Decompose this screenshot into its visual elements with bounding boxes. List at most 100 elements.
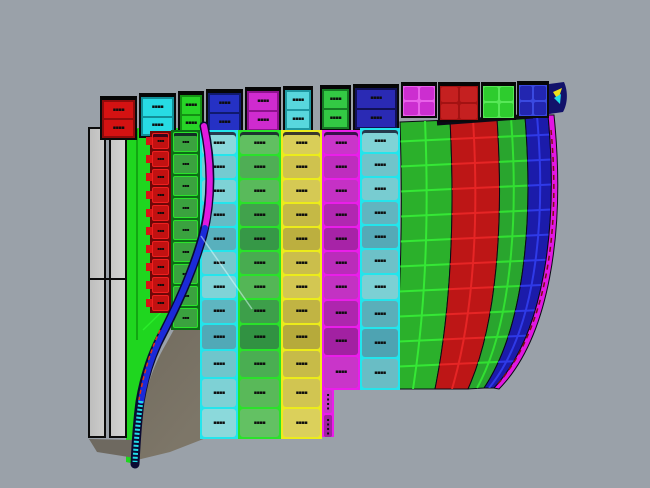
panel-cell[interactable]: ▪▪▪▪ (324, 91, 347, 108)
panel-cell[interactable]: ▪▪▪▪ (283, 204, 320, 226)
panel-cell[interactable] (499, 87, 513, 101)
panel-cell[interactable] (404, 87, 418, 100)
panel-cell[interactable]: ▪▪▪▪ (202, 379, 236, 407)
panel-cell[interactable]: ▪▪▪ (146, 187, 169, 203)
panel-cell[interactable]: ▪▪▪▪ (283, 228, 320, 250)
green-column[interactable]: ▪▪▪▪ ▪▪▪▪ ▪▪▪▪ ▪▪▪▪ ▪▪▪▪ ▪▪▪▪ ▪▪▪▪ ▪▪▪▪ ▪▪▪▪ ▪▪▪▪… (238, 130, 281, 439)
panel-cell[interactable]: ▪▪▪▪ (362, 178, 398, 200)
panel-cell[interactable]: ▪▪▪ (146, 295, 169, 311)
panel-cell[interactable]: ▪▪▪▪ (324, 276, 358, 299)
panel-cell[interactable]: ▪▪▪▪ (240, 156, 279, 178)
panel-cell[interactable] (534, 86, 546, 100)
panel-cell[interactable]: ▪▪▪▪ (362, 275, 398, 299)
panel-cell[interactable]: ▪▪▪▪ (202, 276, 236, 298)
top-panel-blue-plain[interactable] (517, 81, 549, 118)
panel-cell[interactable]: ▪▪▪▪ (362, 329, 398, 357)
panel-cell[interactable]: ▪▪▪ (146, 223, 169, 239)
panel-cell[interactable]: ▪▪▪▪ (202, 409, 236, 437)
panel-cell[interactable]: ▪▪▪▪ (324, 228, 358, 250)
panel-cell[interactable]: ▪▪▪▪ (240, 300, 279, 323)
panel-cell[interactable]: ▪▪▪ (146, 241, 169, 257)
panel-cell[interactable]: ▪▪▪▪ (202, 325, 236, 349)
panel-cell[interactable]: ▪▪▪▪ (249, 93, 277, 110)
magenta-column-tail[interactable]: ▪▪▪▪ ▪▪▪▪ (322, 388, 334, 437)
panel-cell[interactable]: ▪▪▪ (173, 220, 198, 240)
yellow-column[interactable]: ▪▪▪▪ ▪▪▪▪ ▪▪▪▪ ▪▪▪▪ ▪▪▪▪ ▪▪▪▪ ▪▪▪▪ ▪▪▪▪ ▪▪▪▪ ▪▪▪▪… (281, 130, 322, 439)
panel-cell[interactable]: ▪▪▪▪ (283, 156, 320, 178)
top-panel-green-plain[interactable] (481, 82, 516, 120)
panel-cell[interactable]: ▪▪▪▪ (362, 250, 398, 273)
panel-cell[interactable]: ▪▪▪▪ (240, 276, 279, 298)
panel-cell[interactable] (441, 104, 458, 119)
panel-cell[interactable]: ▪▪▪▪ (283, 276, 320, 298)
panel-cell[interactable]: ▪▪▪▪ (324, 414, 332, 437)
panel-cell[interactable]: ▪▪▪▪ (240, 379, 279, 407)
panel-cell[interactable]: ▪▪▪▪ (362, 359, 398, 388)
panel-cell[interactable]: ▪▪▪ (173, 176, 198, 196)
panel-cell[interactable]: ▪▪▪▪ (324, 357, 358, 388)
panel-cell[interactable]: ▪▪▪▪ (240, 351, 279, 377)
panel-cell[interactable]: ▪▪▪▪ (283, 379, 320, 407)
panel-cell[interactable] (534, 101, 546, 115)
panel-cell[interactable]: ▪▪▪▪ (249, 112, 277, 129)
panel-cell[interactable]: ▪▪▪▪ (202, 156, 236, 178)
panel-cell[interactable]: ▪▪▪▪ (357, 90, 395, 108)
top-panel-cyan-2[interactable]: ▪▪▪▪ ▪▪▪▪ (283, 86, 313, 132)
panel-cell[interactable]: ▪▪▪▪ (283, 351, 320, 377)
cyan-column-2[interactable]: ▪▪▪▪ ▪▪▪▪ ▪▪▪▪ ▪▪▪▪ ▪▪▪▪ ▪▪▪▪ ▪▪▪▪ ▪▪▪▪ ▪▪▪▪ ▪▪▪▪ (360, 128, 400, 390)
panel-cell[interactable]: ▪▪▪▪ (287, 92, 309, 109)
panel-cell[interactable]: ▪▪▪▪ (362, 202, 398, 224)
panel-cell[interactable]: ▪▪▪▪ (143, 99, 172, 116)
panel-cell[interactable]: ▪▪▪ (173, 242, 198, 262)
panel-cell[interactable]: ▪▪▪▪ (210, 114, 239, 131)
construction-planes[interactable] (88, 127, 127, 438)
panel-cell[interactable]: ▪▪▪▪ (324, 156, 358, 178)
panel-cell[interactable]: ▪▪▪▪ (283, 132, 320, 154)
panel-cell[interactable]: ▪▪▪ (173, 154, 198, 174)
panel-cell[interactable]: ▪▪▪ (146, 259, 169, 275)
panel-cell[interactable]: ▪▪▪▪ (324, 252, 358, 274)
gray-plane-right[interactable] (109, 127, 127, 438)
panel-cell[interactable]: ▪▪▪ (146, 133, 169, 149)
panel-cell[interactable]: ▪▪▪▪ (287, 111, 309, 128)
panel-cell[interactable]: ▪▪▪▪ (324, 132, 358, 154)
panel-cell[interactable] (460, 104, 477, 119)
panel-cell[interactable] (420, 87, 434, 100)
panel-cell[interactable]: ▪▪▪ (146, 277, 169, 293)
panel-cell[interactable]: ▪▪▪▪ (283, 325, 320, 349)
panel-cell[interactable]: ▪▪▪ (173, 286, 198, 306)
panel-cell[interactable]: ▪▪▪▪ (240, 409, 279, 437)
panel-cell[interactable]: ▪▪▪▪ (240, 132, 279, 154)
panel-cell[interactable]: ▪▪▪▪ (240, 180, 279, 202)
panel-cell[interactable] (441, 87, 458, 102)
panel-cell[interactable]: ▪▪▪▪ (283, 252, 320, 274)
panel-cell[interactable]: ▪▪▪▪ (104, 120, 133, 136)
panel-cell[interactable]: ▪▪▪ (173, 264, 198, 284)
panel-cell[interactable]: ▪▪▪▪ (324, 301, 358, 326)
panel-cell[interactable]: ▪▪▪▪ (324, 328, 358, 355)
panel-cell[interactable]: ▪▪▪▪ (362, 301, 398, 327)
top-panel-red[interactable]: ▪▪▪▪ ▪▪▪▪ (100, 96, 137, 140)
panel-cell[interactable]: ▪▪▪▪ (324, 390, 332, 413)
panel-cell[interactable]: ▪▪▪▪ (182, 97, 200, 114)
panel-cell[interactable]: ▪▪▪▪ (283, 409, 320, 437)
panel-cell[interactable]: ▪▪▪▪ (240, 252, 279, 274)
top-panel-green-2[interactable]: ▪▪▪▪ ▪▪▪▪ (320, 85, 351, 131)
panel-cell[interactable]: ▪▪▪▪ (324, 110, 347, 127)
panel-cell[interactable] (460, 87, 477, 102)
top-panel-blue-2[interactable]: ▪▪▪▪ ▪▪▪▪ (353, 84, 399, 131)
panel-cell[interactable]: ▪▪▪▪ (202, 228, 236, 250)
panel-cell[interactable]: ▪▪▪▪ (202, 180, 236, 202)
panel-cell[interactable]: ▪▪▪▪ (240, 325, 279, 349)
panel-cell[interactable]: ▪▪▪▪ (202, 351, 236, 377)
panel-cell[interactable]: ▪▪▪ (173, 198, 198, 218)
panel-cell[interactable]: ▪▪▪▪ (240, 228, 279, 250)
panel-cell[interactable] (520, 86, 532, 100)
gray-plane-left[interactable] (88, 127, 106, 438)
panel-cell[interactable]: ▪▪▪▪ (362, 226, 398, 248)
green-strip[interactable]: ▪▪▪ ▪▪▪ ▪▪▪ ▪▪▪ ▪▪▪ ▪▪▪ ▪▪▪ ▪▪▪ ▪▪▪ (171, 130, 200, 330)
panel-cell[interactable]: ▪▪▪▪ (324, 180, 358, 202)
panel-cell[interactable] (484, 87, 498, 101)
magenta-column[interactable]: ▪▪▪▪ ▪▪▪▪ ▪▪▪▪ ▪▪▪▪ ▪▪▪▪ ▪▪▪▪ ▪▪▪▪ ▪▪▪▪ ▪▪▪▪ ▪▪▪▪ (322, 130, 360, 390)
